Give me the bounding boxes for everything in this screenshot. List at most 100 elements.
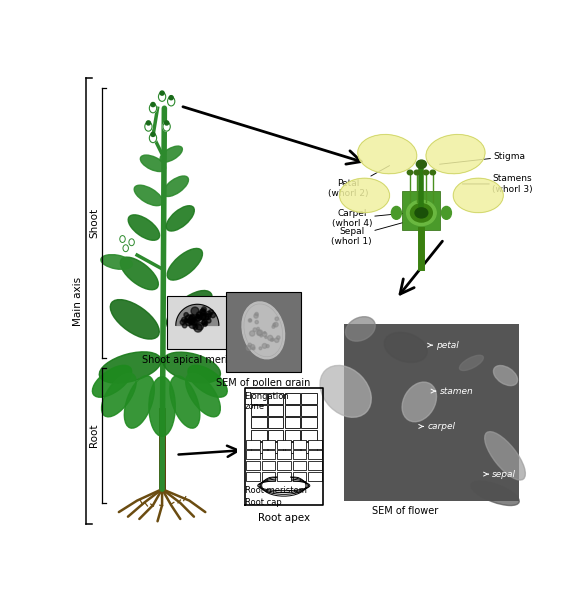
Ellipse shape bbox=[320, 365, 372, 417]
Bar bbox=[302, 405, 317, 416]
Circle shape bbox=[181, 317, 187, 322]
Bar bbox=[251, 418, 266, 429]
Ellipse shape bbox=[128, 215, 160, 240]
Circle shape bbox=[264, 331, 266, 334]
Circle shape bbox=[184, 312, 188, 317]
Circle shape bbox=[262, 332, 267, 337]
Text: Elongation
zone: Elongation zone bbox=[245, 392, 289, 411]
Ellipse shape bbox=[110, 300, 159, 339]
Circle shape bbox=[202, 319, 207, 324]
Ellipse shape bbox=[160, 146, 183, 162]
Circle shape bbox=[272, 338, 274, 341]
Circle shape bbox=[249, 331, 255, 336]
Circle shape bbox=[185, 319, 192, 325]
Bar bbox=[237, 386, 330, 508]
Ellipse shape bbox=[485, 432, 525, 480]
Ellipse shape bbox=[146, 121, 150, 125]
Ellipse shape bbox=[129, 239, 134, 246]
Ellipse shape bbox=[163, 122, 170, 131]
Text: Stamens
(whorl 3): Stamens (whorl 3) bbox=[463, 174, 532, 194]
Ellipse shape bbox=[164, 121, 168, 125]
Bar bbox=[308, 461, 322, 470]
Ellipse shape bbox=[166, 206, 194, 231]
Circle shape bbox=[266, 344, 269, 347]
Ellipse shape bbox=[120, 235, 125, 243]
Circle shape bbox=[189, 315, 195, 321]
Circle shape bbox=[271, 339, 274, 342]
Ellipse shape bbox=[151, 132, 155, 136]
Ellipse shape bbox=[188, 365, 227, 398]
Bar bbox=[285, 430, 300, 440]
Circle shape bbox=[257, 330, 262, 336]
Ellipse shape bbox=[416, 160, 426, 168]
Bar bbox=[247, 471, 260, 481]
Text: Petal
(whorl 2): Petal (whorl 2) bbox=[328, 166, 390, 198]
Circle shape bbox=[189, 321, 196, 328]
Circle shape bbox=[205, 313, 211, 319]
Bar bbox=[285, 393, 300, 404]
Circle shape bbox=[188, 316, 195, 324]
Bar bbox=[402, 191, 440, 230]
Text: Shoot apical meristem: Shoot apical meristem bbox=[142, 355, 252, 365]
Circle shape bbox=[195, 315, 201, 321]
Ellipse shape bbox=[414, 170, 420, 175]
Bar bbox=[251, 442, 266, 453]
Bar bbox=[251, 405, 266, 416]
Circle shape bbox=[254, 314, 258, 318]
Text: Main axis: Main axis bbox=[73, 277, 83, 325]
Ellipse shape bbox=[167, 97, 175, 106]
Text: stamen: stamen bbox=[440, 387, 474, 396]
Circle shape bbox=[257, 330, 262, 335]
Circle shape bbox=[185, 315, 193, 323]
Ellipse shape bbox=[102, 373, 136, 417]
Bar bbox=[251, 430, 266, 440]
Bar bbox=[247, 461, 260, 470]
Ellipse shape bbox=[120, 257, 158, 290]
Bar bbox=[285, 442, 300, 453]
Circle shape bbox=[195, 315, 199, 318]
Circle shape bbox=[260, 334, 262, 337]
Ellipse shape bbox=[384, 333, 427, 362]
Bar bbox=[285, 418, 300, 429]
Circle shape bbox=[200, 314, 206, 320]
Bar bbox=[268, 418, 284, 429]
Circle shape bbox=[204, 321, 208, 325]
Circle shape bbox=[197, 312, 201, 317]
Circle shape bbox=[248, 343, 252, 347]
Circle shape bbox=[203, 322, 207, 327]
Circle shape bbox=[200, 309, 206, 314]
Circle shape bbox=[202, 321, 205, 325]
Ellipse shape bbox=[494, 365, 518, 386]
Bar bbox=[167, 296, 228, 349]
Bar bbox=[262, 450, 275, 460]
Ellipse shape bbox=[163, 176, 188, 197]
Bar bbox=[247, 450, 260, 460]
Circle shape bbox=[189, 315, 195, 321]
Circle shape bbox=[198, 316, 202, 319]
Circle shape bbox=[191, 307, 199, 315]
Circle shape bbox=[196, 322, 204, 330]
Ellipse shape bbox=[471, 481, 519, 505]
Ellipse shape bbox=[124, 375, 154, 428]
Ellipse shape bbox=[149, 104, 157, 113]
Circle shape bbox=[196, 315, 200, 318]
Text: petal: petal bbox=[436, 341, 459, 350]
Bar bbox=[308, 450, 322, 460]
Polygon shape bbox=[176, 305, 219, 325]
Circle shape bbox=[207, 318, 211, 323]
Ellipse shape bbox=[140, 155, 166, 172]
Bar bbox=[285, 405, 300, 416]
Circle shape bbox=[265, 336, 267, 339]
Circle shape bbox=[209, 310, 214, 315]
Circle shape bbox=[201, 315, 206, 320]
Circle shape bbox=[195, 318, 200, 322]
Ellipse shape bbox=[145, 122, 152, 131]
Circle shape bbox=[200, 309, 205, 315]
Circle shape bbox=[262, 343, 267, 348]
Ellipse shape bbox=[392, 206, 402, 219]
Ellipse shape bbox=[123, 245, 129, 252]
Bar bbox=[277, 461, 291, 470]
Text: Root: Root bbox=[89, 424, 99, 447]
Circle shape bbox=[180, 320, 185, 325]
Bar bbox=[293, 471, 306, 481]
